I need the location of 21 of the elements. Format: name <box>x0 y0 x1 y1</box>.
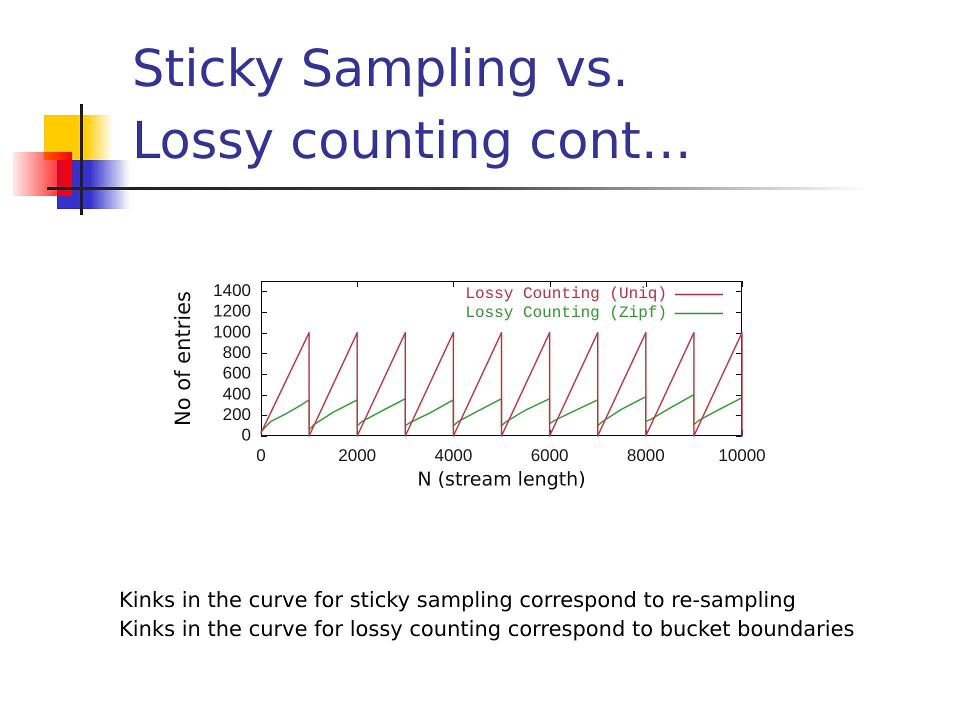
y-axis-title: No of entries <box>171 291 196 426</box>
y-tick-label: 1000 <box>213 322 251 342</box>
x-axis-title: N (stream length) <box>417 468 586 491</box>
x-tick-label: 2000 <box>338 446 376 465</box>
y-tick-label: 1400 <box>213 281 251 300</box>
text: Kinks in the curve for lossy counting correspond to bucket boundaries <box>119 616 854 643</box>
x-tick-label: 0 <box>256 446 266 465</box>
y-tick-label: 0 <box>242 426 251 445</box>
legend-label: Lossy Counting (Zipf) <box>465 304 667 322</box>
y-tick-label: 200 <box>222 405 251 424</box>
x-tick-label: 6000 <box>530 446 569 465</box>
x-tick-label: 8000 <box>626 446 665 465</box>
legend-label: Lossy Counting (Uniq) <box>465 285 667 304</box>
y-tick-label: 800 <box>222 343 251 362</box>
text: Kinks in the curve for sticky sampling correspond to re-sampling <box>119 587 797 614</box>
chart-title: Sticky Sampling vs. Lossy counting cont… <box>132 39 692 173</box>
y-tick-label: 600 <box>222 364 251 383</box>
x-tick-label: 4000 <box>434 446 472 465</box>
y-tick-label: 400 <box>222 384 251 404</box>
y-tick-label: 1200 <box>213 302 251 321</box>
x-tick-label: 10000 <box>718 446 766 465</box>
